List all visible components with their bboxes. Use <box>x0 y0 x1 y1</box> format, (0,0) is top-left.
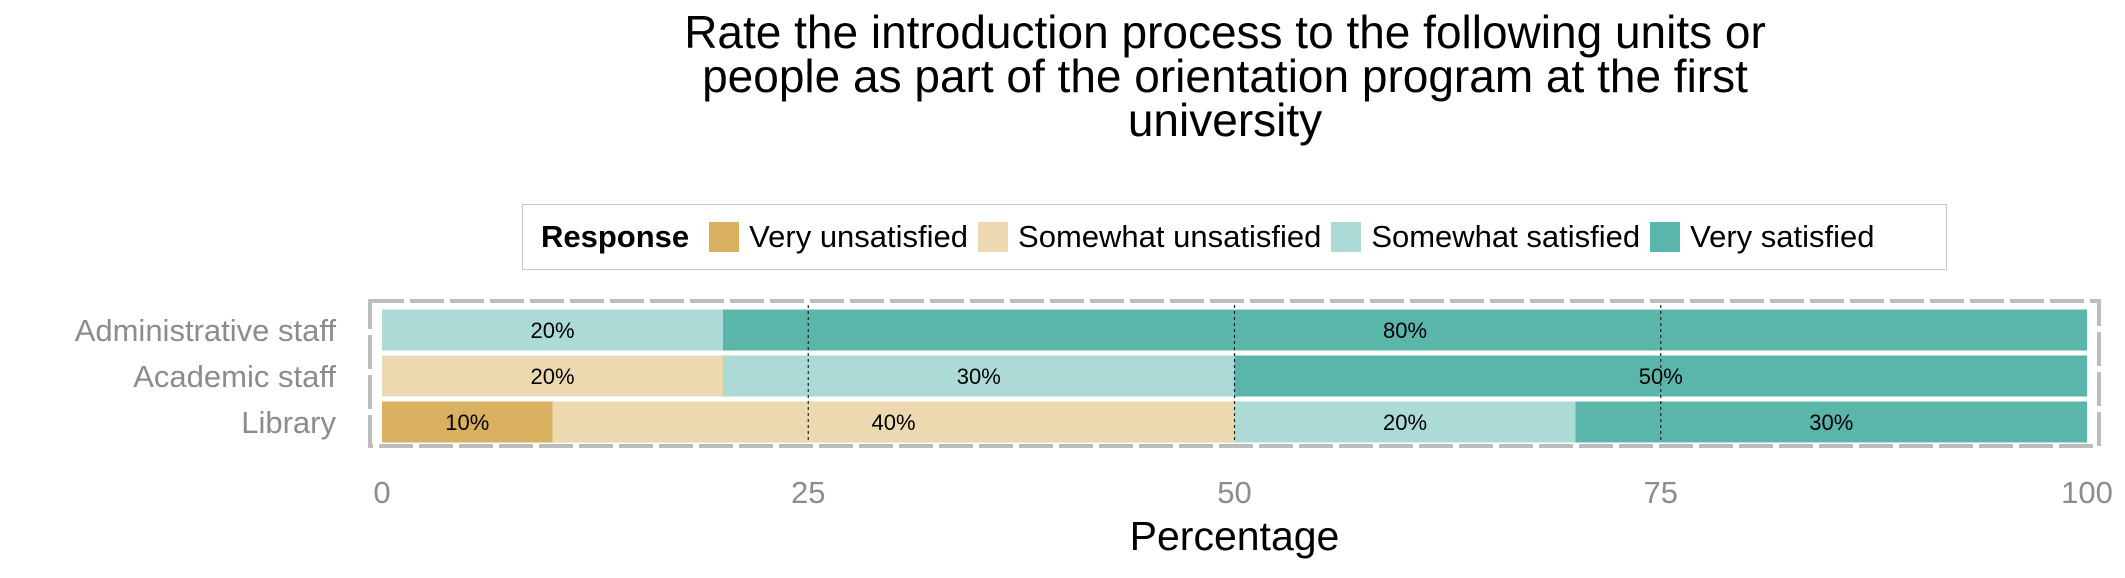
legend-title: Response <box>541 219 690 254</box>
data-label-library-somewhat-satisfied: 20% <box>1383 410 1427 435</box>
bar-administrative-staff-somewhat-satisfied <box>382 309 723 351</box>
data-label-library-very-satisfied: 30% <box>1809 410 1853 435</box>
chart-title: Rate the introduction process to the fol… <box>560 6 1890 146</box>
plot-panel-border <box>368 299 2101 448</box>
data-label-administrative-staff-very-satisfied: 80% <box>1383 318 1427 343</box>
legend-label-somewhat-satisfied: Somewhat satisfied <box>1371 219 1641 254</box>
data-label-library-very-unsatisfied: 10% <box>445 410 489 435</box>
x-tick-label-100: 100 <box>2061 475 2113 510</box>
bar-library-somewhat-unsatisfied <box>552 401 1235 443</box>
legend-label-very-unsatisfied: Very unsatisfied <box>749 219 969 254</box>
bar-academic-staff-somewhat-unsatisfied <box>382 355 723 397</box>
data-label-library-somewhat-unsatisfied: 40% <box>871 410 915 435</box>
chart-title-line-2: people as part of the orientation progra… <box>702 50 1748 102</box>
bar-administrative-staff-very-satisfied <box>723 309 2087 351</box>
legend-label-very-satisfied: Very satisfied <box>1690 219 1875 254</box>
legend-swatch-somewhat-unsatisfied <box>978 222 1009 252</box>
legend-swatch-somewhat-satisfied <box>1331 222 1362 252</box>
data-label-academic-staff-somewhat-satisfied: 30% <box>957 364 1001 389</box>
bar-library-very-unsatisfied <box>382 401 553 443</box>
x-tick-label-75: 75 <box>1644 475 1678 510</box>
x-tick-label-50: 50 <box>1217 475 1251 510</box>
bar-library-somewhat-satisfied <box>1234 401 1576 443</box>
legend-item-somewhat-unsatisfied: Somewhat unsatisfied <box>978 219 1321 255</box>
chart-title-line-3: university <box>1127 94 1323 146</box>
legend-item-very-satisfied: Very satisfied <box>1650 219 1875 255</box>
legend-label-somewhat-unsatisfied: Somewhat unsatisfied <box>1018 219 1322 254</box>
x-tick-label-25: 25 <box>791 475 825 510</box>
legend-swatch-very-unsatisfied <box>709 222 740 252</box>
legend-swatch-very-satisfied <box>1650 222 1681 252</box>
y-tick-label-library: Library <box>241 405 336 440</box>
legend-item-somewhat-satisfied: Somewhat satisfied <box>1331 219 1640 255</box>
y-tick-label-administrative-staff: Administrative staff <box>75 313 337 348</box>
x-tick-label-0: 0 <box>373 475 390 510</box>
data-label-academic-staff-somewhat-unsatisfied: 20% <box>530 364 574 389</box>
data-label-academic-staff-very-satisfied: 50% <box>1639 364 1683 389</box>
x-axis-label: Percentage <box>1130 513 1340 559</box>
chart-title-line-1: Rate the introduction process to the fol… <box>684 6 1766 58</box>
chart-legend: Response Very unsatisfied Somewhat unsat… <box>522 204 1947 270</box>
data-label-administrative-staff-somewhat-satisfied: 20% <box>530 318 574 343</box>
y-tick-label-academic-staff: Academic staff <box>133 359 336 394</box>
legend-item-very-unsatisfied: Very unsatisfied <box>709 219 968 255</box>
